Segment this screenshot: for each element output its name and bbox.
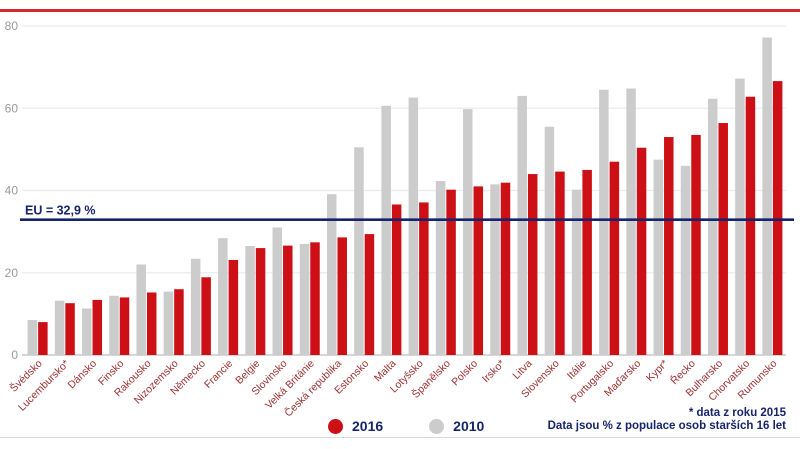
bar-2016-Belgie (255, 248, 266, 355)
bar-2016-Finsko (119, 297, 130, 355)
bar-2016-Německo (201, 277, 211, 355)
y-tick-label-20: 20 (5, 266, 19, 280)
bar-2010-Rakousko (136, 264, 146, 355)
bar-2016-Litva (527, 174, 538, 355)
bar-2016-Chorvatsko (745, 96, 756, 356)
bar-2010-Slovensko (544, 126, 555, 355)
x-axis-label-Polsko: Polsko (449, 358, 480, 389)
bar-2016-Bulharsko (718, 123, 728, 356)
bar-2010-Nizozemsko (163, 291, 174, 355)
y-tick-label-40: 40 (5, 184, 19, 198)
bar-2010-Velká Británie (299, 243, 310, 355)
bar-2010-Chorvatsko (735, 78, 745, 355)
bar-2010-Itálie (571, 189, 582, 355)
bar-2010-Dánsko (82, 308, 92, 355)
bar-2016-Slovinsko (283, 245, 293, 355)
bar-2010-Německo (190, 258, 201, 355)
bar-2010-Slovinsko (272, 227, 283, 355)
bar-2010-Maďarsko (626, 88, 636, 355)
bar-2016-Malta (391, 204, 402, 355)
chart-legend: 2016 2010 (328, 418, 484, 434)
top-red-divider (0, 9, 800, 12)
bar-2016-Španělsko (446, 189, 456, 355)
x-axis-label-Litva: Litva (510, 358, 534, 382)
bar-2010-Polsko (463, 109, 473, 355)
bar-2010-Litva (517, 95, 527, 355)
bar-2016-Rakousko (146, 292, 157, 355)
bar-2010-Estonsko (354, 147, 364, 355)
bar-2010-Malta (381, 105, 391, 355)
bar-2010-Irsko* (490, 184, 500, 355)
bar-2016-Francie (228, 260, 239, 355)
bar-2010-Španělsko (435, 181, 446, 355)
x-axis-label-Dánsko: Dánsko (65, 358, 99, 392)
bar-2016-Slovensko (555, 171, 565, 355)
footnote-line-1: * data z roku 2015 (688, 407, 786, 419)
bar-2010-Lotyšsko (408, 97, 419, 356)
bar-2010-Finsko (109, 295, 119, 355)
bar-2016-Polsko (473, 186, 484, 355)
bar-2016-Česká republika (337, 237, 347, 355)
legend-dot-2016-icon (328, 418, 343, 434)
legend-label-2010: 2010 (453, 418, 485, 434)
bar-2010-Kypr* (653, 159, 664, 355)
bar-2016-Nizozemsko (174, 289, 184, 355)
legend-label-2016: 2016 (352, 418, 384, 434)
bar-2010-Lucembursko* (54, 300, 65, 355)
legend-item-2016: 2016 (328, 418, 383, 434)
bar-2010-Česká republika (326, 194, 337, 355)
bar-2016-Řecko (691, 134, 701, 355)
eu-reference-label: EU = 32,9 % (25, 204, 96, 218)
x-axis-label-Kypr*: Kypr* (644, 358, 671, 385)
chart-footnote: * data z roku 2015 Data jsou % z populac… (548, 407, 786, 433)
bar-2010-Belgie (245, 246, 255, 355)
bar-2016-Estonsko (364, 234, 375, 355)
bar-2010-Řecko (680, 165, 691, 355)
bar-2016-Itálie (582, 169, 592, 355)
bar-2010-Francie (218, 238, 228, 355)
bar-2016-Švédsko (38, 322, 48, 355)
bar-2016-Rumunsko (772, 81, 783, 356)
y-tick-label-60: 60 (5, 101, 19, 115)
legend-item-2010: 2010 (429, 418, 484, 434)
bar-2016-Dánsko (92, 299, 103, 355)
bar-2010-Rumunsko (762, 37, 772, 355)
bar-2010-Bulharsko (707, 98, 718, 355)
x-axis-label-Irsko*: Irsko* (480, 358, 507, 385)
y-tick-label-80: 80 (5, 19, 19, 33)
footnote-line-2: Data jsou % z populace osob starších 16 … (547, 420, 786, 432)
bar-2010-Švédsko (27, 320, 38, 355)
bar-2016-Maďarsko (636, 147, 647, 355)
bar-2010-Portugalsko (599, 89, 609, 356)
bar-2016-Lucembursko* (65, 303, 75, 355)
bar-2016-Kypr* (664, 137, 674, 355)
legend-dot-2010-icon (429, 418, 445, 434)
bar-2016-Irsko* (500, 182, 511, 355)
bar-2016-Lotyšsko (419, 202, 429, 355)
bottom-divider (0, 437, 800, 438)
y-tick-label-0: 0 (11, 348, 18, 362)
bar-2016-Portugalsko (609, 161, 620, 355)
x-axis-label-Itálie: Itálie (565, 358, 589, 382)
bar-2016-Velká Británie (310, 242, 320, 355)
x-axis-label-Francie: Francie (202, 358, 235, 391)
